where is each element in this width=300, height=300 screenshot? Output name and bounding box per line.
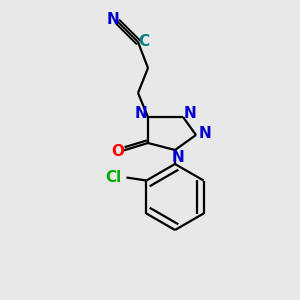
Text: O: O <box>112 143 124 158</box>
Text: Cl: Cl <box>105 170 122 185</box>
Text: C: C <box>138 34 150 49</box>
Text: N: N <box>135 106 147 121</box>
Text: N: N <box>184 106 196 121</box>
Text: N: N <box>106 13 119 28</box>
Text: N: N <box>199 127 212 142</box>
Text: N: N <box>172 149 184 164</box>
